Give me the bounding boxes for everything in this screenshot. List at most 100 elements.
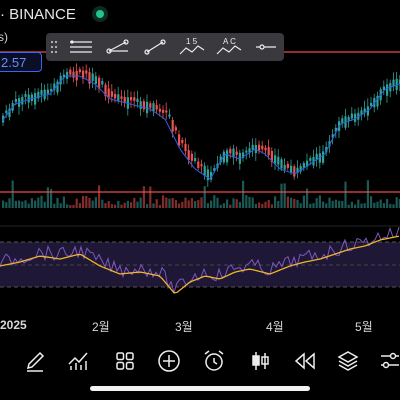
volume-bar bbox=[318, 195, 321, 208]
candle bbox=[360, 110, 363, 115]
volume-bar bbox=[171, 197, 174, 208]
candle bbox=[43, 89, 46, 100]
candle bbox=[341, 118, 344, 123]
drawing-toolbar: 1 5 A C bbox=[46, 33, 284, 61]
candle bbox=[229, 148, 232, 154]
price-chart[interactable] bbox=[0, 0, 400, 340]
volume-bar bbox=[274, 196, 277, 208]
price-label[interactable]: 2.57 bbox=[0, 52, 42, 72]
volume-bar bbox=[114, 204, 117, 208]
candle bbox=[85, 70, 88, 74]
candle bbox=[162, 109, 165, 113]
candle bbox=[306, 160, 309, 167]
xabcd-pattern-icon[interactable]: A C bbox=[210, 33, 247, 61]
volume-bar bbox=[18, 200, 21, 208]
volume-bar bbox=[344, 181, 347, 208]
horizontal-ray-icon[interactable] bbox=[247, 33, 284, 61]
candle bbox=[171, 120, 174, 132]
candle bbox=[226, 150, 229, 163]
candle bbox=[14, 98, 17, 103]
candle bbox=[181, 140, 184, 144]
volume-bar bbox=[302, 195, 305, 208]
indicators-icon[interactable] bbox=[63, 346, 93, 376]
draw-brush-icon[interactable] bbox=[20, 346, 50, 376]
volume-bar bbox=[178, 203, 181, 208]
xabcd-pattern-label: A C bbox=[223, 37, 236, 46]
x-axis-label: 4월 bbox=[266, 320, 284, 334]
volume-bar bbox=[98, 185, 101, 208]
volume-bar bbox=[110, 204, 113, 208]
candle bbox=[270, 151, 273, 163]
candle bbox=[59, 75, 62, 85]
apps-grid-icon[interactable] bbox=[110, 346, 140, 376]
volume-bar bbox=[379, 199, 382, 208]
drag-handle-icon[interactable] bbox=[46, 33, 62, 61]
candle bbox=[219, 156, 222, 163]
volume-bar bbox=[152, 203, 155, 208]
candle bbox=[139, 101, 142, 109]
candle bbox=[261, 145, 264, 150]
volume-bars bbox=[2, 180, 400, 208]
candle bbox=[66, 71, 69, 79]
candle bbox=[120, 96, 123, 99]
candle bbox=[56, 81, 59, 93]
volume-bar bbox=[197, 200, 200, 208]
volume-bar bbox=[174, 200, 177, 208]
candle bbox=[194, 158, 197, 162]
volume-bar bbox=[216, 197, 219, 208]
volume-bar bbox=[245, 195, 248, 208]
replay-icon[interactable] bbox=[290, 346, 320, 376]
moving-average-line bbox=[1, 75, 399, 180]
candle bbox=[392, 79, 395, 87]
candle bbox=[267, 147, 270, 156]
volume-bar bbox=[290, 197, 293, 208]
volume-bar bbox=[149, 186, 152, 208]
alarm-clock-icon[interactable] bbox=[199, 346, 229, 376]
volume-bar bbox=[146, 204, 149, 208]
volume-bar bbox=[222, 203, 225, 208]
volume-bar bbox=[107, 201, 110, 208]
abc-pattern-icon[interactable]: 1 5 bbox=[173, 33, 210, 61]
horizontal-lines-icon[interactable] bbox=[62, 33, 99, 61]
candle bbox=[315, 153, 318, 160]
volume-bar bbox=[354, 204, 357, 208]
candle bbox=[277, 156, 280, 165]
candle bbox=[354, 113, 357, 122]
volume-bar bbox=[206, 203, 209, 208]
volume-bar bbox=[136, 201, 139, 208]
candle bbox=[37, 91, 40, 99]
candle bbox=[34, 93, 37, 105]
candle-type-icon[interactable] bbox=[245, 346, 275, 376]
volume-bar bbox=[238, 202, 241, 208]
volume-bar bbox=[75, 198, 78, 208]
rsi-pane bbox=[0, 226, 400, 295]
settings-sliders-icon[interactable] bbox=[375, 346, 400, 376]
candle bbox=[213, 168, 216, 172]
candle bbox=[322, 151, 325, 163]
volume-bar bbox=[386, 198, 389, 208]
candle bbox=[280, 159, 283, 169]
volume-bar bbox=[350, 201, 353, 208]
layers-icon[interactable] bbox=[333, 346, 363, 376]
volume-bar bbox=[261, 203, 264, 208]
candle bbox=[158, 108, 161, 112]
add-icon[interactable] bbox=[154, 346, 184, 376]
volume-bar bbox=[389, 203, 392, 208]
trend-lines-icon[interactable] bbox=[99, 33, 136, 61]
volume-bar bbox=[270, 204, 273, 208]
volume-bar bbox=[21, 201, 24, 208]
volume-bar bbox=[213, 195, 216, 208]
volume-bar bbox=[194, 201, 197, 208]
volume-bar bbox=[366, 180, 369, 208]
symbol-title[interactable]: · BINANCE bbox=[0, 6, 76, 23]
candle bbox=[46, 89, 49, 94]
candle bbox=[290, 165, 293, 173]
volume-bar bbox=[283, 183, 286, 208]
candle bbox=[363, 108, 366, 113]
candle bbox=[142, 101, 145, 110]
abc-pattern-label: 1 5 bbox=[186, 37, 198, 46]
candle bbox=[302, 163, 305, 168]
line-segment-icon[interactable] bbox=[136, 33, 173, 61]
candle bbox=[203, 165, 206, 176]
volume-bar bbox=[328, 197, 331, 208]
